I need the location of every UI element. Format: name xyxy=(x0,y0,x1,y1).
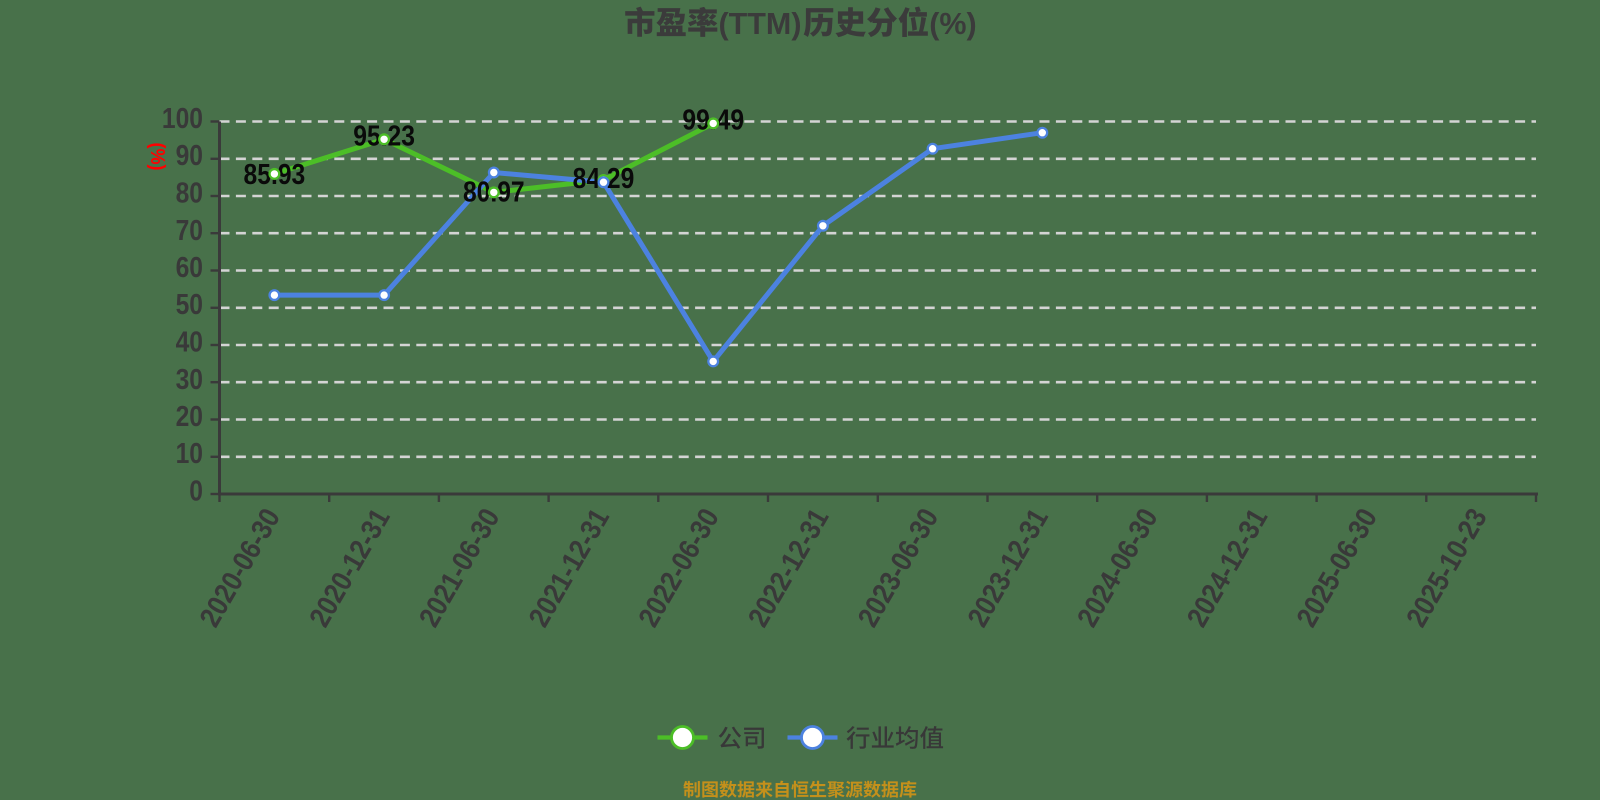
svg-text:20: 20 xyxy=(176,400,203,432)
svg-text:0: 0 xyxy=(189,475,203,507)
svg-text:10: 10 xyxy=(176,437,203,469)
svg-text:(%): (%) xyxy=(146,143,168,171)
svg-text:30: 30 xyxy=(176,363,203,395)
svg-text:(TTM): (TTM) xyxy=(719,7,802,41)
svg-text:70: 70 xyxy=(176,214,203,246)
svg-text:100: 100 xyxy=(162,102,203,134)
svg-text:90: 90 xyxy=(176,139,203,171)
svg-text:80: 80 xyxy=(176,177,203,209)
svg-text:(%): (%) xyxy=(929,7,976,41)
svg-text:40: 40 xyxy=(176,326,203,358)
svg-text:50: 50 xyxy=(176,288,203,320)
svg-text:60: 60 xyxy=(176,251,203,283)
